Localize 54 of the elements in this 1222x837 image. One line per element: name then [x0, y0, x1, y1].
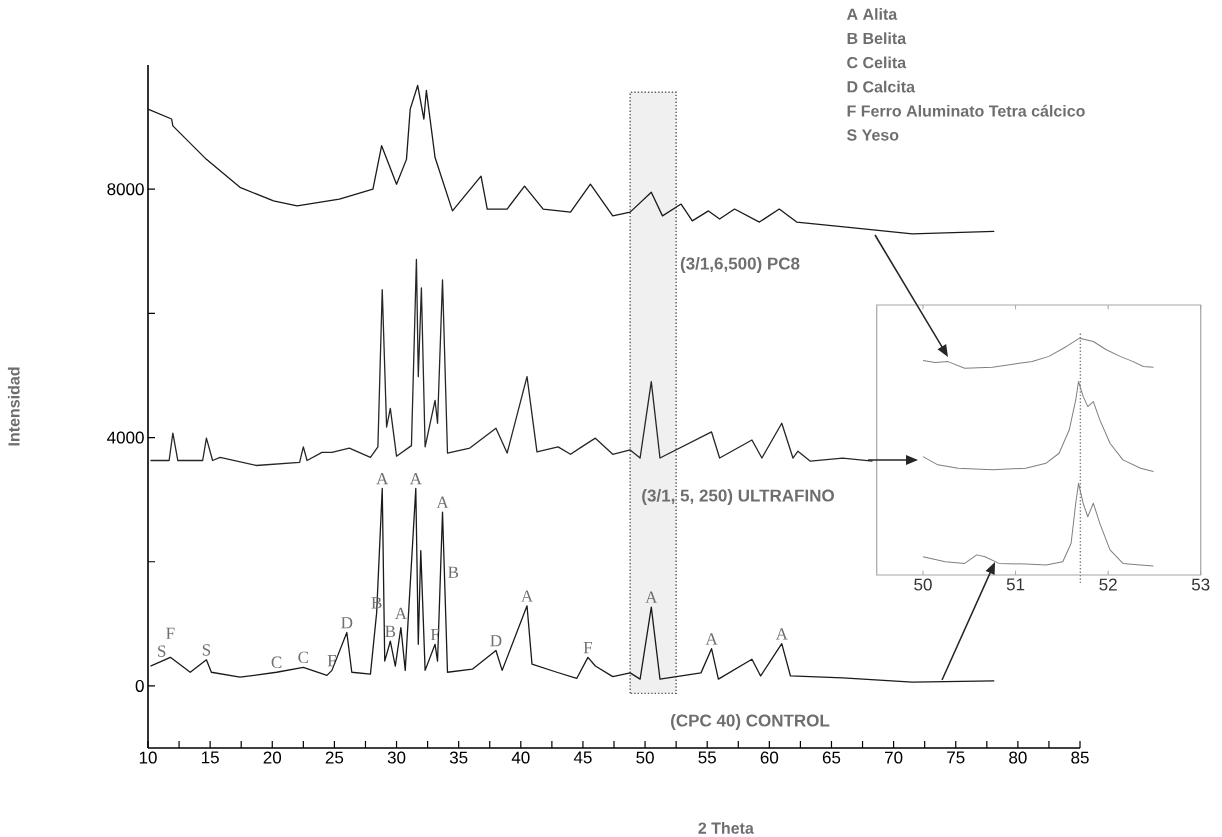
annotation: S Yeso [847, 129, 899, 141]
x-tick-label: 40 [511, 751, 530, 764]
x-tick-label: 80 [1009, 751, 1027, 764]
y-tick-label: 8000 [107, 183, 144, 196]
x-tick-label: 70 [885, 751, 903, 764]
x-tick-label: 85 [1071, 751, 1089, 764]
x-tick-label: 45 [573, 751, 592, 764]
annotation: A [409, 473, 422, 485]
x-axis-title: 2 Theta [698, 822, 754, 834]
annotation: A [645, 591, 658, 603]
x-tick-label: 65 [822, 751, 841, 764]
y-tick-label: 4000 [107, 431, 144, 444]
x-tick-label: 60 [760, 751, 779, 764]
annotation: A [775, 628, 788, 640]
x-tick-label: 52 [1099, 578, 1117, 591]
annotation: C [298, 651, 309, 664]
x-tick-label: 50 [914, 578, 932, 591]
annotation: A [705, 633, 718, 645]
annotation: S [202, 644, 211, 656]
annotation: A [436, 496, 449, 508]
annotation: C Celita [847, 56, 907, 69]
y-tick-label: 0 [135, 679, 144, 692]
annotation: F Ferro Aluminato Tetra cálcico [847, 104, 1085, 117]
x-tick-label: 20 [263, 751, 282, 764]
annotation: A [521, 590, 534, 602]
x-tick-label: 15 [201, 751, 219, 764]
text: (CPC 40) CONTROL [671, 714, 830, 730]
annotation: A [376, 473, 389, 485]
y-axis-title: Intensidad [7, 367, 20, 446]
annotation: A [394, 607, 407, 620]
annotation: B [385, 625, 396, 637]
annotation: D Calcita [847, 80, 916, 93]
x-tick-label: 25 [325, 751, 344, 764]
annotation: F [583, 642, 593, 654]
annotation: C [271, 656, 282, 669]
series-label: (3/1, 5, 250) ULTRAFINO [642, 489, 834, 505]
annotation: D [490, 635, 502, 647]
annotation: B [448, 566, 459, 578]
x-tick-label: 55 [698, 751, 716, 764]
x-tick-label: 10 [139, 751, 157, 764]
text: B Belita [847, 32, 907, 45]
x-tick-label: 53 [1191, 578, 1210, 591]
annotation: D [341, 617, 353, 629]
x-tick-label: 35 [449, 751, 468, 764]
x-tick-label: 30 [387, 751, 406, 764]
x-tick-label: 75 [947, 751, 965, 764]
text: A Alita [846, 8, 898, 20]
text: (3/1,6,500) PC8 [680, 257, 800, 273]
annotation: F [327, 655, 337, 667]
line-series [149, 487, 995, 683]
x-tick-label: 50 [636, 751, 654, 764]
annotation: S [158, 645, 166, 657]
annotation: F [166, 627, 175, 639]
x-tick-label: 51 [1006, 578, 1025, 591]
